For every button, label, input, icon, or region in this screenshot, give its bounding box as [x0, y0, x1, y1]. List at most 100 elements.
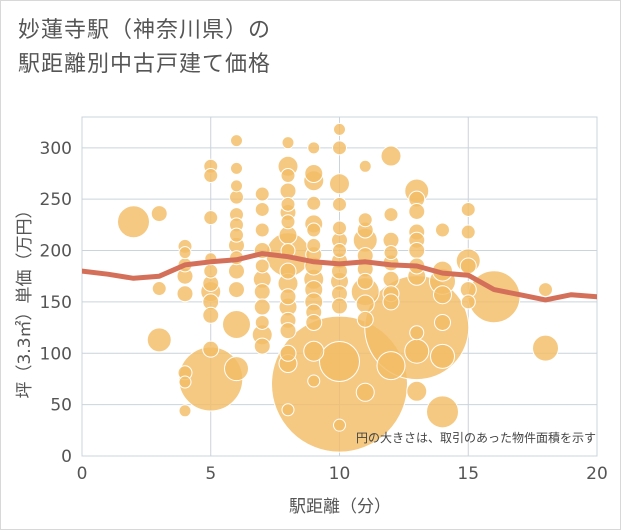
y-tick-label: 100 [40, 344, 72, 364]
data-point [382, 270, 400, 288]
data-point [176, 285, 194, 303]
data-point [202, 306, 220, 324]
data-point [332, 220, 347, 236]
data-point [203, 263, 219, 279]
data-point [151, 281, 167, 297]
chart-title: 妙蓮寺駅（神奈川県）の 駅距離別中古戸建て価格 [18, 14, 271, 82]
data-point [408, 242, 426, 260]
data-point [280, 214, 296, 230]
data-point [306, 222, 322, 238]
data-point [178, 246, 192, 260]
data-point [307, 374, 321, 388]
data-point [383, 207, 399, 223]
data-point [280, 168, 296, 184]
data-point [254, 222, 270, 238]
data-point [281, 136, 295, 150]
x-tick-label: 0 [77, 464, 88, 484]
y-tick-label: 0 [61, 447, 72, 467]
data-point [380, 145, 402, 167]
data-point [281, 403, 295, 417]
data-point [202, 340, 220, 358]
data-point [434, 313, 451, 331]
y-axis-label: 坪（3.3㎡）単価（万円） [15, 201, 35, 398]
data-point [332, 196, 347, 212]
data-point [459, 257, 477, 275]
title-line-2: 駅距離別中古戸建て価格 [18, 52, 272, 77]
data-point [332, 243, 347, 259]
y-tick-label: 50 [50, 396, 72, 416]
data-point [538, 282, 553, 298]
data-point [460, 224, 476, 240]
data-point [306, 237, 322, 253]
title-line-1: 妙蓮寺駅（神奈川県）の [18, 18, 272, 43]
data-point [228, 262, 245, 280]
data-point [230, 179, 243, 193]
data-point [307, 141, 321, 155]
data-point [460, 294, 476, 310]
data-point [355, 382, 375, 402]
data-point [254, 258, 270, 274]
data-point [355, 294, 375, 314]
data-point [253, 283, 271, 301]
data-point [306, 195, 322, 211]
data-point [356, 272, 374, 290]
data-point [150, 205, 168, 223]
x-tick-label: 5 [205, 464, 216, 484]
data-point [304, 164, 324, 183]
data-point [230, 134, 243, 148]
data-point [279, 322, 297, 340]
y-tick-label: 250 [40, 190, 72, 210]
data-point [279, 182, 297, 200]
data-point [426, 395, 459, 429]
data-point [376, 351, 406, 381]
data-point [254, 186, 270, 202]
trend-line [82, 251, 597, 303]
data-point [222, 310, 251, 340]
data-point [253, 298, 271, 316]
data-point [460, 201, 476, 217]
data-point [224, 356, 249, 382]
data-point [146, 327, 172, 353]
data-point [333, 418, 346, 432]
data-point [228, 281, 245, 299]
data-point [532, 334, 559, 362]
x-tick-label: 20 [586, 464, 608, 484]
x-tick-label: 15 [457, 464, 479, 484]
data-point [279, 262, 297, 280]
data-point [178, 375, 192, 389]
data-point [319, 340, 360, 382]
data-point [280, 196, 296, 212]
data-point [406, 380, 428, 402]
bubble-layer [117, 122, 559, 453]
data-point [333, 122, 346, 136]
data-point [357, 212, 373, 228]
data-point [230, 161, 243, 175]
data-point [229, 227, 244, 243]
data-point [358, 159, 372, 173]
trend-layer [82, 251, 597, 303]
data-point [382, 293, 400, 311]
bubble-size-note: 円の大きさは、取引のあった物件面積を示す [356, 430, 596, 445]
data-point [383, 245, 399, 261]
data-point [254, 314, 270, 330]
data-point [117, 205, 150, 239]
data-point [279, 288, 297, 306]
data-point [433, 285, 452, 305]
y-tick-label: 200 [40, 242, 72, 262]
data-point [356, 310, 374, 328]
data-point [404, 338, 430, 364]
data-point [430, 343, 455, 369]
data-point [332, 140, 347, 156]
data-point [408, 203, 426, 221]
data-point [329, 173, 350, 195]
data-point [254, 201, 270, 217]
y-tick-label: 300 [40, 139, 72, 159]
data-point [279, 344, 297, 362]
x-axis-label: 駅距離（分） [289, 497, 391, 517]
x-tick-label: 10 [329, 464, 351, 484]
data-point [203, 210, 219, 226]
data-point [303, 340, 325, 362]
y-tick-label: 150 [40, 293, 72, 313]
